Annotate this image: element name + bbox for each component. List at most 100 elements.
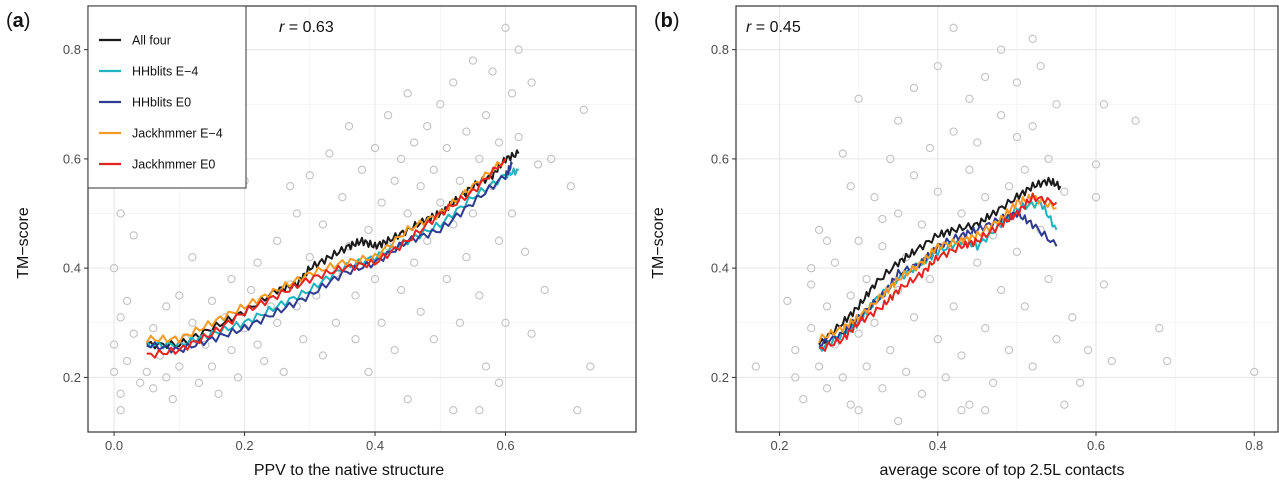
data-point <box>168 395 177 404</box>
data-point <box>370 274 380 284</box>
data-point <box>886 345 895 355</box>
data-point <box>331 318 341 327</box>
data-point <box>894 116 903 125</box>
legend: All four HHblits E−4 HHblits E0 Jackhmmer E… <box>87 5 247 189</box>
data-point <box>344 122 354 131</box>
data-point <box>149 324 158 333</box>
panel-b-frame <box>735 5 1279 433</box>
data-point <box>965 165 974 174</box>
data-point <box>514 132 523 142</box>
data-point <box>901 367 911 377</box>
data-point <box>981 406 990 415</box>
data-point <box>109 340 119 349</box>
data-point <box>403 89 412 98</box>
data-point <box>846 400 855 409</box>
data-point <box>1083 345 1093 355</box>
data-point <box>436 100 445 109</box>
data-point <box>468 56 478 65</box>
data-point <box>299 335 308 344</box>
data-point <box>410 258 419 267</box>
data-point <box>1020 302 1029 311</box>
data-point <box>507 89 517 98</box>
data-point <box>1004 182 1014 191</box>
data-point <box>423 122 432 131</box>
x-tick-label: 0.8 <box>1245 438 1263 453</box>
data-point <box>878 242 887 251</box>
data-point <box>1004 345 1014 355</box>
data-point <box>116 313 125 322</box>
panel-a-frame <box>87 5 637 433</box>
y-tick-label: 0.4 <box>63 261 81 276</box>
data-point <box>822 302 832 311</box>
legend-box <box>87 5 247 189</box>
data-point <box>442 143 451 153</box>
data-point <box>364 367 373 377</box>
data-point <box>305 253 314 262</box>
data-point <box>207 296 217 306</box>
data-point <box>846 182 855 191</box>
panel-b-tag: (b) <box>654 10 680 32</box>
data-point <box>475 291 484 300</box>
data-point <box>273 318 282 327</box>
series-line-jackhmmer-e0 <box>146 158 507 359</box>
data-point <box>449 406 458 415</box>
data-point <box>449 78 458 87</box>
data-point <box>973 258 982 267</box>
data-point <box>122 356 132 366</box>
data-point <box>364 225 373 235</box>
data-point <box>965 94 974 103</box>
series-line-jackhmmer-e-4 <box>818 193 1057 344</box>
data-point <box>129 329 138 338</box>
data-point <box>436 198 445 207</box>
data-point <box>989 378 998 387</box>
data-point <box>227 345 236 355</box>
y-tick-label: 0.2 <box>711 370 729 385</box>
data-point <box>527 329 536 338</box>
data-point <box>854 236 863 245</box>
data-point <box>122 296 132 306</box>
data-point <box>214 389 223 398</box>
data-point <box>814 225 824 235</box>
data-point <box>494 236 504 245</box>
data-point <box>949 127 958 136</box>
data-point <box>894 416 903 426</box>
data-point <box>357 165 367 174</box>
data-point <box>862 362 871 371</box>
data-point <box>462 253 471 262</box>
data-point <box>547 154 556 164</box>
data-point <box>259 356 269 366</box>
data-point <box>227 274 236 284</box>
data-point <box>246 285 256 295</box>
data-point <box>1107 356 1116 366</box>
data-point <box>292 209 301 218</box>
data-point <box>830 258 840 267</box>
data-point <box>807 280 816 289</box>
data-point <box>917 220 927 229</box>
data-point <box>807 324 816 333</box>
data-point <box>116 389 125 398</box>
data-point <box>442 274 451 284</box>
data-point <box>791 373 800 382</box>
data-point <box>909 171 919 180</box>
data-point <box>1012 78 1022 87</box>
data-point <box>949 302 958 311</box>
data-point <box>854 94 863 103</box>
data-point <box>305 171 314 180</box>
data-point <box>188 318 197 327</box>
data-point <box>116 209 125 218</box>
data-point <box>783 296 792 306</box>
data-point <box>488 67 497 76</box>
data-point <box>390 176 399 185</box>
data-point <box>573 406 582 415</box>
data-point <box>318 351 328 360</box>
data-point <box>1012 247 1022 256</box>
panel-a-plot: 0.0 0.2 0.4 0.6 0.2 0.4 0.6 0.8 <box>63 5 637 453</box>
data-point <box>475 154 484 164</box>
data-point <box>338 193 347 202</box>
data-point <box>996 285 1006 295</box>
data-point <box>814 362 824 371</box>
data-point <box>162 373 171 382</box>
data-point <box>129 231 138 240</box>
x-tick-label: 0.0 <box>105 438 123 453</box>
data-point <box>1250 367 1259 377</box>
